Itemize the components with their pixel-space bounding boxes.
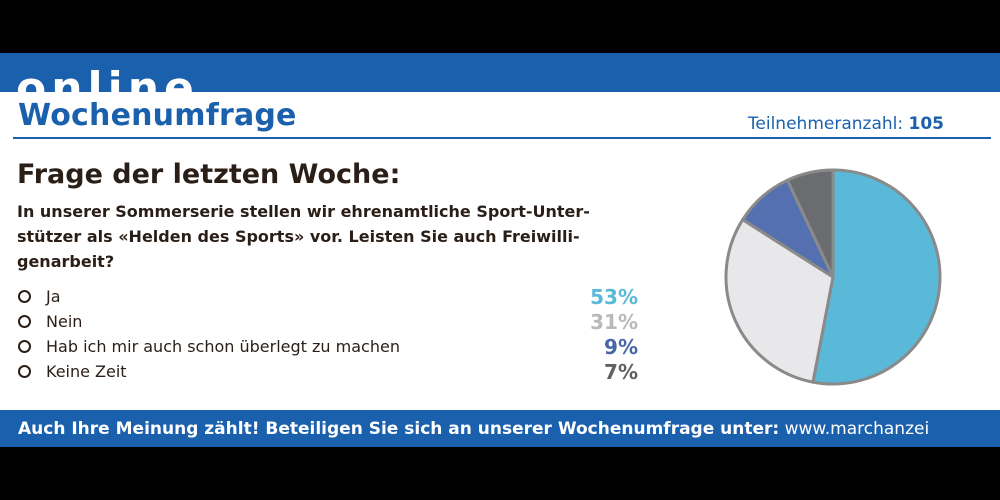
- footer-url-link[interactable]: www.marchanzei: [784, 419, 930, 439]
- answer-percent: 9%: [604, 335, 638, 359]
- answer-percent: 31%: [590, 310, 638, 334]
- footer-banner: Auch Ihre Meinung zählt! Beteiligen Sie …: [0, 410, 1000, 447]
- pie-chart: [724, 168, 942, 386]
- pie-slice-1: [811, 168, 942, 386]
- question-heading: Frage der letzten Woche:: [17, 159, 401, 190]
- top-banner: online: [0, 53, 1000, 114]
- question-text: In unserer Sommerserie stellen wir ehren…: [17, 202, 590, 271]
- answer-percent: 7%: [604, 360, 638, 384]
- answer-label: Nein: [46, 312, 83, 331]
- footer-text: Auch Ihre Meinung zählt! Beteiligen Sie …: [18, 417, 929, 441]
- brand-label: online: [16, 63, 199, 114]
- radio-icon: [18, 315, 31, 328]
- radio-icon: [18, 365, 31, 378]
- answer-option-ueberlegt: Hab ich mir auch schon überlegt zu mache…: [18, 336, 638, 361]
- participant-count-label: Teilnehmeranzahl:: [747, 114, 904, 134]
- answer-option-keine-zeit: Keine Zeit 7%: [18, 361, 638, 386]
- answer-label: Ja: [46, 287, 61, 306]
- poll-panel: online Wochenumfrage Teilnehmeranzahl: 1…: [0, 53, 1000, 447]
- answer-option-nein: Nein 31%: [18, 311, 638, 336]
- answer-option-ja: Ja 53%: [18, 286, 638, 311]
- radio-icon: [18, 290, 31, 303]
- radio-icon: [18, 340, 31, 353]
- footer-call-to-action: Auch Ihre Meinung zählt! Beteiligen Sie …: [18, 419, 780, 439]
- answer-options: Ja 53% Nein 31% Hab ich mir auch schon ü…: [18, 286, 638, 386]
- participant-count: Teilnehmeranzahl: 105: [748, 113, 944, 135]
- header-divider: [13, 137, 991, 139]
- page-title: Wochenumfrage: [18, 98, 297, 133]
- answer-percent: 53%: [590, 285, 638, 309]
- answer-label: Hab ich mir auch schon überlegt zu mache…: [46, 337, 400, 356]
- pie-slice-4: [785, 168, 835, 279]
- participant-count-value: 105: [908, 114, 945, 134]
- answer-label: Keine Zeit: [46, 362, 127, 381]
